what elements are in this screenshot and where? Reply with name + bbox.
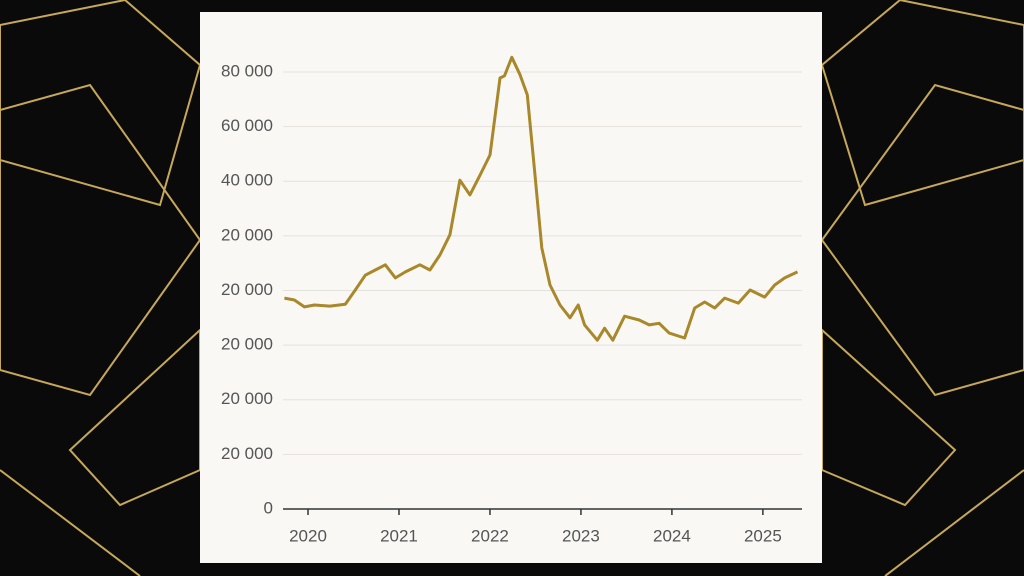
x-tick-label: 2023 xyxy=(562,526,600,545)
chart-card xyxy=(200,12,822,563)
y-tick-label: 60 000 xyxy=(221,116,273,135)
data-line xyxy=(284,55,799,342)
y-tick-label: 20 000 xyxy=(221,280,273,299)
x-tick-label: 2020 xyxy=(289,526,327,545)
x-tick-label: 2024 xyxy=(653,526,691,545)
x-tick-label: 2021 xyxy=(380,526,418,545)
y-tick-label: 20 000 xyxy=(221,335,273,354)
y-tick-label: 20 000 xyxy=(221,444,273,463)
y-tick-label: 20 000 xyxy=(221,389,273,408)
y-tick-label: 40 000 xyxy=(221,171,273,190)
x-tick-label: 2022 xyxy=(471,526,509,545)
y-tick-label: 20 000 xyxy=(221,225,273,244)
y-tick-label: 80 000 xyxy=(221,61,273,80)
plot: 0 20 000 20 000 20 000 20 000 20 000 40 000 60 … xyxy=(221,55,802,545)
y-tick-label: 0 xyxy=(264,498,273,517)
x-tick-label: 2025 xyxy=(744,526,782,545)
